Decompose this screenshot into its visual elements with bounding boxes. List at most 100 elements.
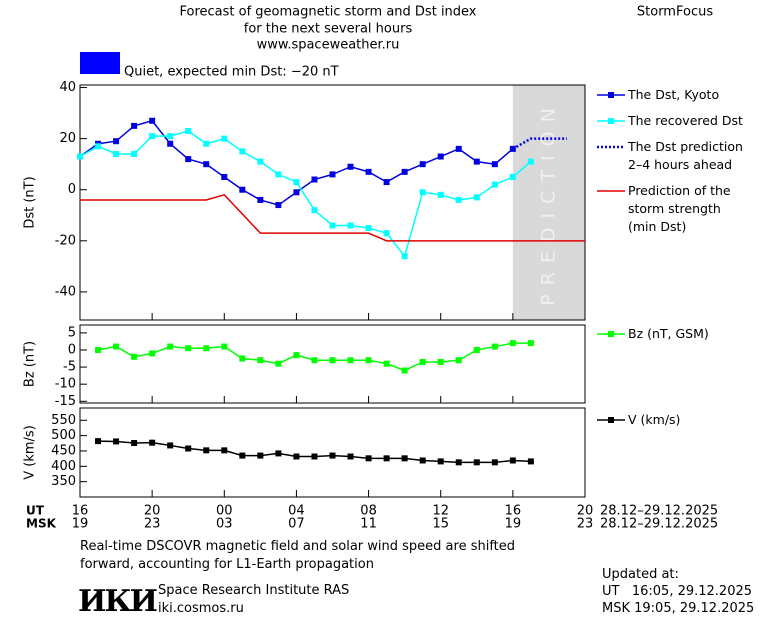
data-point — [347, 222, 354, 229]
data-point — [419, 358, 426, 365]
data-point — [329, 171, 336, 178]
data-point — [329, 357, 336, 364]
legend-marker — [608, 92, 614, 98]
data-point — [113, 138, 120, 145]
data-point — [239, 186, 246, 193]
x-tick-label: 20 — [144, 504, 161, 519]
data-point — [347, 357, 354, 364]
legend-entry: The recovered Dst — [628, 113, 743, 128]
y-tick-label: 350 — [51, 474, 76, 489]
data-point — [113, 150, 120, 157]
updated-ut: UT 16:05, 29.12.2025 — [602, 584, 753, 599]
data-point — [167, 133, 174, 140]
data-point — [473, 158, 480, 165]
x-tick-label: 04 — [288, 504, 305, 519]
data-point — [491, 161, 498, 168]
data-point — [509, 340, 516, 347]
data-point — [131, 439, 138, 446]
data-point — [203, 345, 210, 352]
data-point — [383, 455, 390, 462]
data-point — [257, 196, 264, 203]
y-tick-label: 5 — [68, 325, 76, 340]
y-axis-label: Bz (nT) — [23, 341, 38, 387]
data-point — [275, 202, 282, 209]
data-point — [149, 117, 156, 124]
data-point — [419, 457, 426, 464]
data-point — [113, 343, 120, 350]
legend-entry: Bz (nT, GSM) — [628, 326, 709, 341]
data-point — [275, 450, 282, 457]
x2-tick-label: 15 — [432, 517, 449, 532]
data-point — [311, 207, 318, 214]
data-point — [527, 158, 534, 165]
note-line: Real-time DSCOVR magnetic field and sola… — [80, 539, 516, 554]
data-point — [149, 350, 156, 357]
status-text: Quiet, expected min Dst: −20 nT — [124, 65, 339, 80]
data-point — [221, 135, 228, 142]
data-point — [419, 189, 426, 196]
title-line: Forecast of geomagnetic storm and Dst in… — [179, 5, 476, 20]
data-point — [401, 455, 408, 462]
data-point — [491, 343, 498, 350]
data-point — [455, 196, 462, 203]
x-tick-label: 12 — [432, 504, 449, 519]
x-tick-label: 08 — [360, 504, 377, 519]
data-point — [77, 153, 83, 160]
data-point — [131, 150, 138, 157]
legend-marker — [608, 118, 614, 124]
series-line — [79, 130, 532, 258]
data-point — [275, 360, 282, 367]
data-point — [383, 230, 390, 237]
data-point — [311, 176, 318, 183]
data-point — [221, 447, 228, 454]
data-point — [95, 346, 102, 353]
data-point — [257, 452, 264, 459]
y-axis-label: V (km/s) — [23, 425, 38, 480]
data-point — [491, 459, 498, 466]
x2-tick-label: 03 — [216, 517, 233, 532]
data-point — [149, 439, 156, 446]
data-point — [347, 453, 354, 460]
data-point — [185, 127, 192, 134]
y-tick-label: 20 — [59, 131, 76, 146]
y-tick-label: 40 — [59, 80, 76, 95]
x2-tick-label: 19 — [72, 517, 89, 532]
data-point — [185, 156, 192, 163]
title-line: for the next several hours — [244, 22, 413, 37]
data-point — [509, 457, 516, 464]
data-point — [365, 225, 372, 232]
y-tick-label: 0 — [68, 342, 76, 357]
data-point — [365, 455, 372, 462]
data-point — [347, 163, 354, 170]
data-point — [401, 253, 408, 260]
x2-tick-label: 07 — [288, 517, 305, 532]
x2-tick-label: 23 — [144, 517, 161, 532]
x2-tick-label: 11 — [360, 517, 377, 532]
series-line — [97, 342, 531, 372]
data-point — [473, 459, 480, 466]
y-tick-label: -40 — [55, 284, 76, 299]
data-point — [383, 360, 390, 367]
data-point — [257, 158, 264, 165]
data-point — [401, 168, 408, 175]
data-point — [239, 355, 246, 362]
data-point — [149, 133, 156, 140]
title-line: www.spaceweather.ru — [257, 38, 400, 53]
data-point — [185, 345, 192, 352]
y-tick-label: 400 — [51, 459, 76, 474]
data-point — [131, 353, 138, 360]
y-tick-label: 0 — [68, 182, 76, 197]
data-point — [437, 191, 444, 198]
data-point — [437, 153, 444, 160]
data-point — [167, 442, 174, 449]
data-point — [473, 194, 480, 201]
website: iki.cosmos.ru — [158, 601, 244, 616]
x2-range-label: 28.12–29.12.2025 — [600, 517, 718, 532]
x-tick-label: 20 — [577, 504, 594, 519]
legend-entry: The Dst, Kyoto — [628, 87, 720, 102]
x-axis-label: UT — [26, 504, 45, 518]
note: Real-time DSCOVR magnetic field and sola… — [80, 538, 515, 574]
y-tick-label: 500 — [51, 428, 76, 443]
data-point — [239, 452, 246, 459]
